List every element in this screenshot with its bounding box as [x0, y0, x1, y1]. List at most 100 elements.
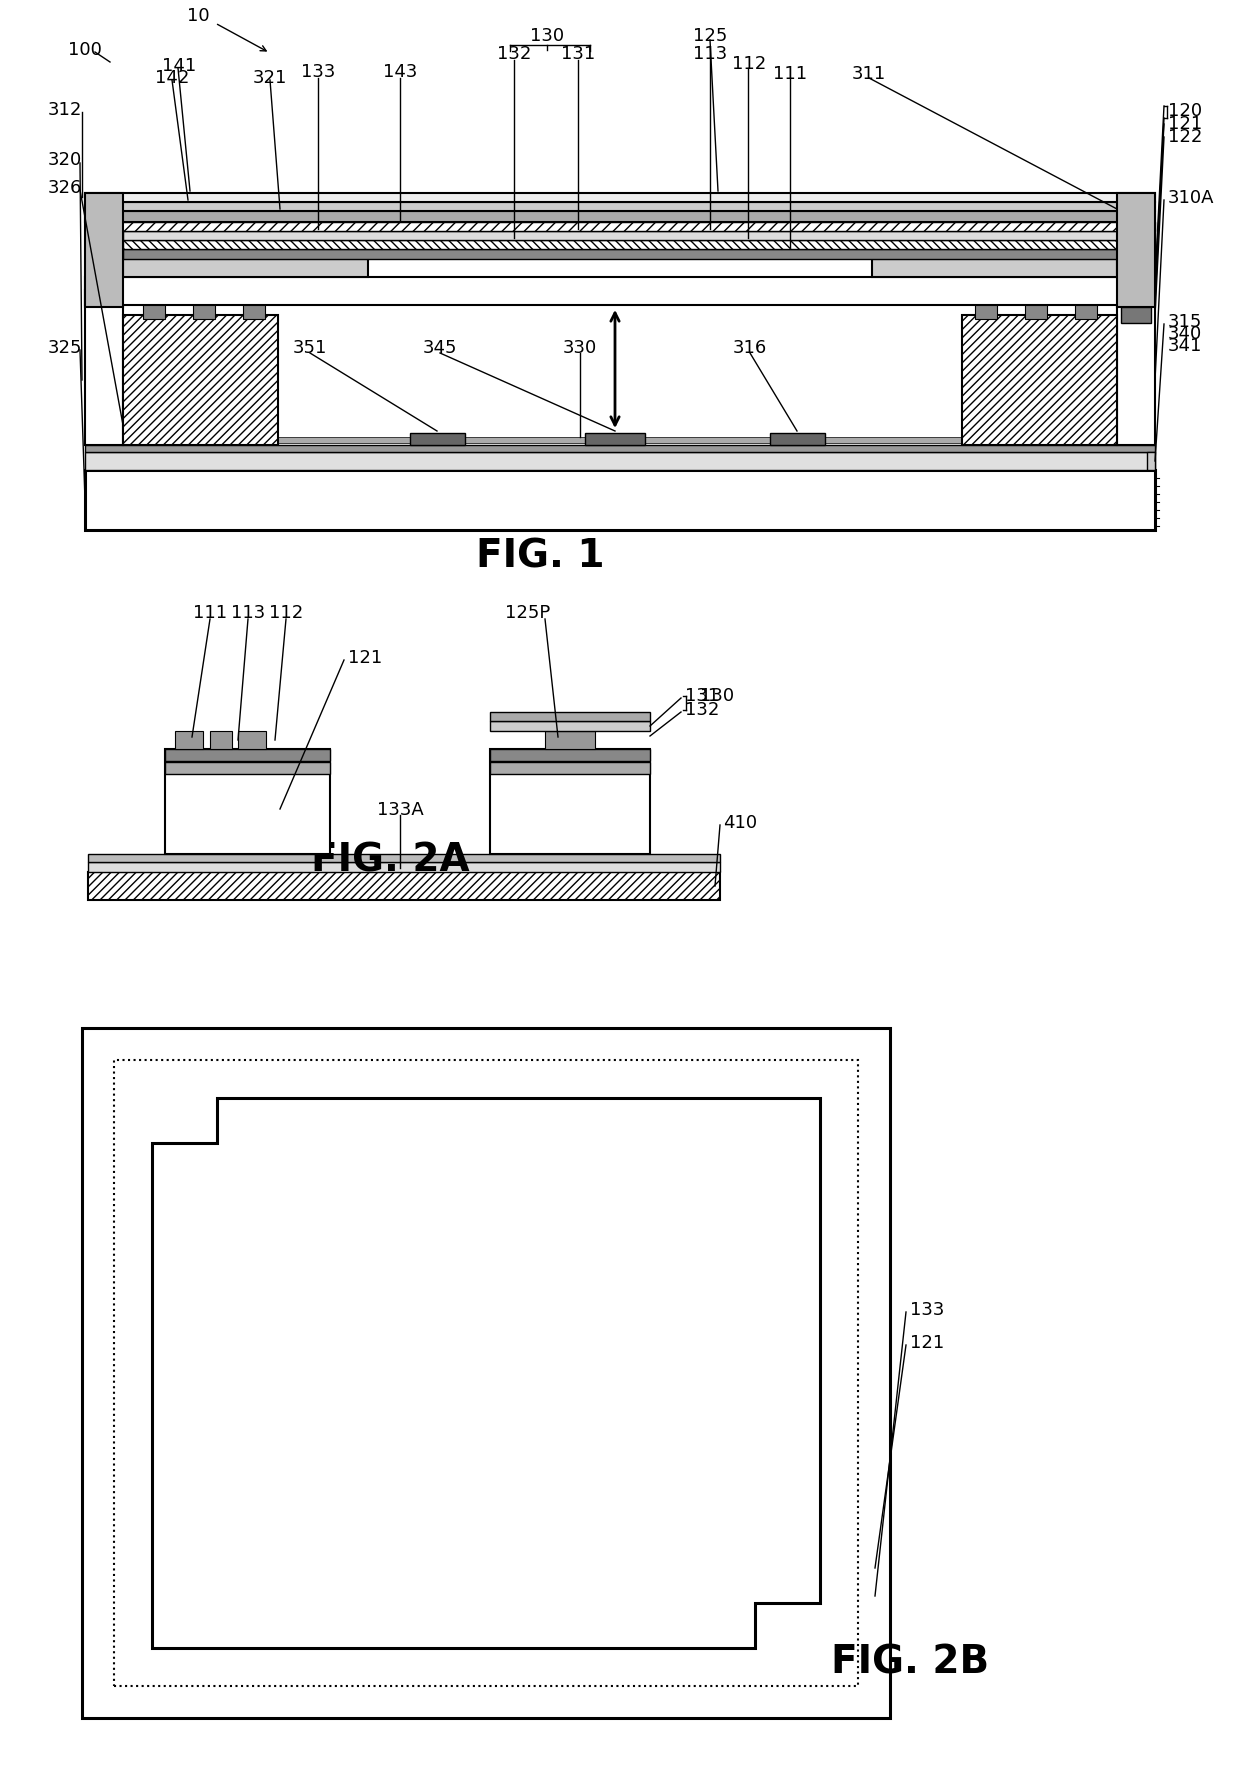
- Text: 111: 111: [193, 605, 227, 622]
- Text: 121: 121: [910, 1334, 944, 1351]
- Bar: [82, 1028, 890, 1718]
- Text: FIG. 1: FIG. 1: [476, 537, 604, 574]
- Text: 326: 326: [48, 180, 82, 197]
- Text: 120: 120: [1168, 101, 1202, 119]
- Text: 321: 321: [253, 69, 288, 87]
- Bar: [87, 279, 1153, 302]
- Bar: [1118, 292, 1153, 443]
- Bar: [86, 469, 1154, 530]
- Bar: [770, 434, 825, 444]
- Bar: [123, 249, 1117, 260]
- Bar: [88, 871, 720, 900]
- Text: 125: 125: [693, 27, 728, 44]
- Text: 10: 10: [187, 7, 210, 25]
- Bar: [494, 775, 646, 850]
- Text: 350: 350: [657, 235, 691, 252]
- Bar: [210, 731, 232, 749]
- Bar: [490, 722, 650, 731]
- Text: 130: 130: [529, 27, 564, 44]
- Bar: [165, 749, 330, 761]
- Bar: [86, 277, 1154, 306]
- Text: FIG. 2B: FIG. 2B: [831, 1645, 990, 1682]
- Bar: [123, 260, 368, 277]
- Bar: [1075, 306, 1097, 318]
- Bar: [87, 292, 122, 443]
- Text: 351: 351: [293, 340, 327, 357]
- Bar: [145, 437, 1095, 443]
- Bar: [123, 315, 278, 444]
- Text: 141: 141: [162, 57, 196, 75]
- Bar: [165, 763, 330, 773]
- Bar: [114, 1060, 858, 1686]
- Text: 113: 113: [693, 44, 727, 62]
- Text: 315: 315: [1168, 313, 1203, 331]
- Bar: [86, 194, 123, 308]
- Text: 312: 312: [48, 101, 82, 119]
- Text: 310A: 310A: [1168, 188, 1214, 206]
- Text: 131: 131: [684, 686, 719, 706]
- Text: 111: 111: [773, 66, 807, 84]
- Text: 143: 143: [383, 62, 417, 82]
- Bar: [193, 306, 215, 318]
- Bar: [86, 290, 123, 444]
- Bar: [88, 862, 720, 871]
- Bar: [1117, 290, 1154, 444]
- Text: 320: 320: [48, 151, 82, 169]
- Bar: [585, 434, 645, 444]
- Bar: [86, 203, 1154, 212]
- Bar: [1147, 452, 1154, 469]
- Bar: [546, 731, 595, 749]
- Text: 325: 325: [48, 340, 83, 357]
- Bar: [165, 749, 330, 853]
- Text: 132: 132: [684, 701, 719, 718]
- Bar: [86, 444, 1154, 452]
- Bar: [975, 306, 997, 318]
- Text: FIG. 2A: FIG. 2A: [311, 841, 469, 878]
- Bar: [123, 240, 1117, 249]
- Bar: [410, 434, 465, 444]
- Text: 130: 130: [701, 686, 734, 706]
- Bar: [238, 731, 267, 749]
- Text: 100: 100: [68, 41, 102, 59]
- Text: 112: 112: [732, 55, 766, 73]
- Text: 113: 113: [231, 605, 265, 622]
- Bar: [490, 749, 650, 761]
- Text: 133: 133: [910, 1301, 945, 1319]
- Text: 345: 345: [423, 340, 458, 357]
- Text: 125P: 125P: [506, 605, 551, 622]
- Text: 131: 131: [560, 44, 595, 62]
- Text: 316: 316: [733, 340, 768, 357]
- Text: 341: 341: [1168, 338, 1203, 356]
- Bar: [962, 315, 1117, 444]
- Bar: [1117, 194, 1154, 308]
- Bar: [175, 731, 203, 749]
- Bar: [169, 775, 326, 850]
- Bar: [86, 194, 1154, 203]
- Polygon shape: [153, 1099, 820, 1648]
- Text: 122: 122: [1168, 128, 1203, 146]
- Bar: [1121, 308, 1151, 324]
- Bar: [86, 222, 1154, 231]
- Text: 142: 142: [155, 69, 190, 87]
- Bar: [88, 853, 720, 862]
- Bar: [123, 231, 1117, 240]
- Text: 121: 121: [1168, 116, 1203, 133]
- Bar: [490, 711, 650, 722]
- Text: 330: 330: [563, 340, 598, 357]
- Text: 133A: 133A: [377, 802, 423, 820]
- Text: 121: 121: [348, 649, 382, 667]
- Bar: [86, 452, 1154, 469]
- Text: 133: 133: [301, 62, 335, 82]
- Text: 410: 410: [723, 814, 758, 832]
- Bar: [490, 763, 650, 773]
- Bar: [243, 306, 265, 318]
- Bar: [1025, 306, 1047, 318]
- Bar: [86, 212, 1154, 222]
- Bar: [143, 306, 165, 318]
- Bar: [872, 260, 1117, 277]
- Bar: [490, 749, 650, 853]
- Text: 311: 311: [852, 66, 887, 84]
- Text: 112: 112: [269, 605, 303, 622]
- Text: 340: 340: [1168, 325, 1203, 343]
- Text: 132: 132: [497, 44, 531, 62]
